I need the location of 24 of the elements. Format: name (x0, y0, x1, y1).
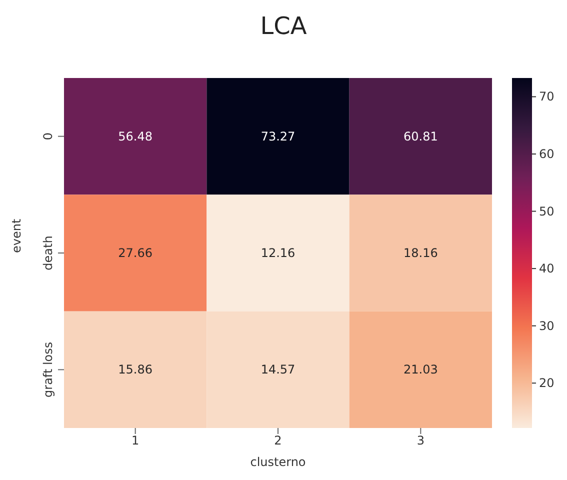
data-label: 73.27 (260, 129, 296, 144)
color-bar-label: 40 (539, 262, 554, 276)
color-bar-label: 70 (539, 90, 554, 104)
data-label: 18.16 (403, 246, 438, 260)
color-bar-label: 30 (539, 318, 554, 333)
x-tick-label: 2 (274, 434, 282, 448)
chart-title: LCA (259, 12, 308, 40)
data-label: 12.16 (260, 246, 296, 260)
color-bar-label: 20 (539, 376, 554, 390)
x-axis-title: clusterno (250, 455, 306, 469)
data-label: 56.48 (118, 129, 153, 144)
data-label: 14.57 (260, 362, 296, 377)
data-label: 15.86 (118, 362, 153, 377)
x-tick-label: 3 (416, 434, 424, 448)
data-label: 27.66 (118, 246, 153, 260)
y-axis-title: event (9, 218, 24, 253)
y-tick-label: death (41, 236, 55, 270)
color-bar-label: 50 (539, 204, 554, 218)
color-bar-label: 60 (539, 147, 554, 161)
data-label: 60.81 (403, 129, 438, 144)
y-tick-label: graft loss (41, 342, 55, 398)
x-tick-label: 1 (132, 434, 140, 448)
y-tick-label: 0 (41, 132, 55, 140)
data-label: 21.03 (403, 362, 438, 377)
